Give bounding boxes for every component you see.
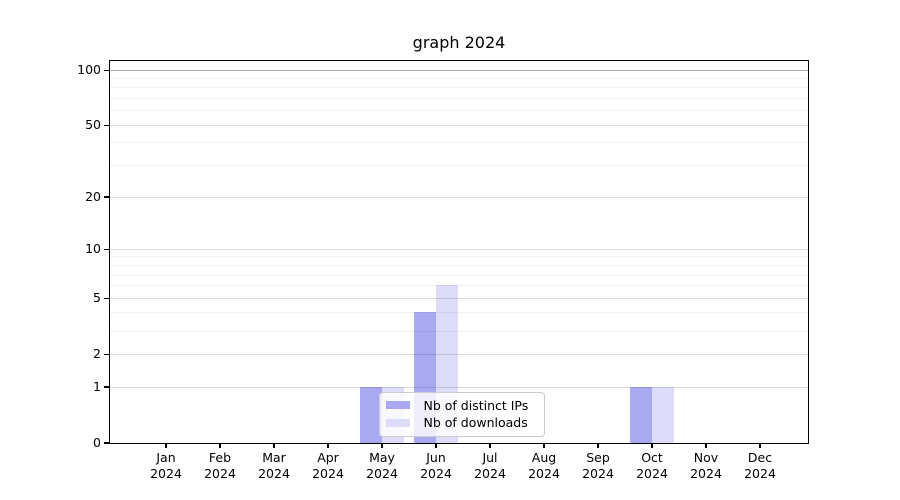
y-tick [104, 353, 110, 355]
x-tick-month: Jun [426, 450, 446, 465]
x-tick [489, 443, 491, 448]
x-tick [597, 443, 599, 448]
legend-entry: Nb of downloads [385, 414, 538, 432]
y-tick [104, 69, 110, 71]
x-tick-month: Jan [156, 450, 176, 465]
x-tick-label: Oct 2024 [622, 450, 682, 481]
x-tick-month: Apr [317, 450, 339, 465]
x-tick-year: 2024 [528, 465, 560, 481]
x-tick-month: Dec [747, 450, 773, 465]
y-gridline-major [109, 297, 808, 299]
y-tick-label: 100 [77, 62, 101, 78]
x-tick-label: Aug 2024 [514, 450, 574, 481]
y-tick [104, 196, 110, 198]
y-tick-label: 1 [93, 379, 101, 394]
x-tick-label: Jun 2024 [406, 450, 466, 481]
plot-area: Nb of distinct IPs Nb of downloads [108, 59, 809, 444]
y-gridline-minor [109, 265, 808, 266]
y-gridline-minor [109, 78, 808, 79]
legend-entry: Nb of distinct IPs [385, 397, 538, 415]
x-tick-label: Dec 2024 [730, 450, 790, 481]
legend-label: Nb of downloads [423, 415, 528, 431]
y-gridline-minor [109, 256, 808, 258]
x-tick-label: Jul 2024 [460, 450, 520, 481]
y-gridline-major [109, 124, 808, 126]
y-tick [104, 442, 110, 444]
y-tick-label: 2 [93, 346, 101, 362]
y-tick-label: 20 [85, 189, 101, 204]
y-tick [104, 386, 110, 388]
x-tick-year: 2024 [204, 465, 236, 481]
x-tick [435, 443, 437, 448]
x-tick-month: Feb [208, 450, 232, 465]
legend-swatch-nb-of-distinct-ips [385, 401, 410, 410]
x-tick [543, 443, 545, 448]
x-tick-year: 2024 [744, 465, 776, 481]
bar-nb-of-distinct-ips [359, 386, 382, 443]
y-gridline-minor [109, 110, 808, 112]
bar-nb-of-distinct-ips [629, 386, 652, 443]
x-tick-month: Nov [693, 450, 719, 465]
y-gridline-minor [109, 285, 808, 287]
x-tick-label: Nov 2024 [676, 450, 736, 481]
x-tick-month: Sep [586, 450, 610, 465]
x-tick-label: Apr 2024 [298, 450, 358, 481]
x-tick-year: 2024 [474, 465, 506, 481]
y-gridline-minor [109, 98, 808, 100]
y-gridline-major [109, 386, 808, 388]
x-tick-month: Jul [482, 450, 498, 465]
x-tick-month: Oct [641, 450, 663, 465]
y-gridline-minor [109, 330, 808, 332]
x-tick-label: Feb 2024 [190, 450, 250, 481]
y-tick [104, 297, 110, 299]
y-gridline-major [109, 196, 808, 198]
x-tick [165, 443, 167, 448]
x-tick [381, 443, 383, 448]
x-tick-year: 2024 [150, 465, 182, 481]
x-tick-month: May [369, 450, 395, 465]
chart-title: graph 2024 [412, 33, 506, 52]
x-tick-month: Aug [531, 450, 557, 465]
x-tick [759, 443, 761, 448]
legend: Nb of distinct IPs Nb of downloads [378, 391, 545, 437]
x-tick [651, 443, 653, 448]
x-tick [327, 443, 329, 448]
x-tick-month: Mar [262, 450, 286, 465]
x-tick [219, 443, 221, 448]
x-tick [273, 443, 275, 448]
x-tick [705, 443, 707, 448]
x-tick-year: 2024 [312, 465, 344, 481]
y-tick-label: 10 [85, 241, 101, 257]
x-tick-label: May 2024 [352, 450, 412, 481]
y-tick-label: 5 [93, 290, 101, 306]
y-gridline-minor [109, 312, 808, 314]
y-tick-label: 50 [85, 117, 101, 133]
x-tick-year: 2024 [420, 465, 452, 481]
y-gridline-minor [109, 142, 808, 144]
x-tick-label: Mar 2024 [244, 450, 304, 481]
y-tick-label: 0 [93, 435, 101, 450]
x-tick-year: 2024 [636, 465, 668, 481]
legend-swatch-nb-of-downloads [385, 418, 410, 427]
y-tick [104, 124, 110, 126]
bar-nb-of-downloads [651, 386, 674, 443]
x-tick-year: 2024 [258, 465, 290, 481]
x-tick-year: 2024 [366, 465, 398, 481]
y-gridline-minor [109, 165, 808, 166]
y-gridline-minor [109, 87, 808, 89]
y-gridline-major [109, 69, 808, 71]
x-tick-year: 2024 [582, 465, 614, 481]
y-gridline-major [109, 353, 808, 355]
y-gridline-minor [109, 274, 808, 276]
y-gridline-major [109, 248, 808, 250]
legend-label: Nb of distinct IPs [423, 397, 529, 413]
x-tick-year: 2024 [690, 465, 722, 481]
y-tick [104, 248, 110, 250]
x-tick-label: Jan 2024 [136, 450, 196, 481]
x-tick-label: Sep 2024 [568, 450, 628, 481]
